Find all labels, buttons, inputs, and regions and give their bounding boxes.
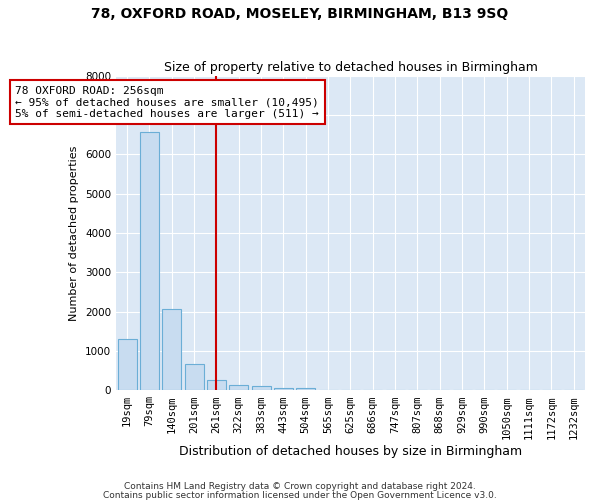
Title: Size of property relative to detached houses in Birmingham: Size of property relative to detached ho… [164, 62, 538, 74]
Bar [140, 132, 159, 390]
Bar [207, 380, 226, 390]
Y-axis label: Number of detached properties: Number of detached properties [70, 146, 79, 320]
Bar [274, 388, 293, 390]
Text: Contains HM Land Registry data © Crown copyright and database right 2024.: Contains HM Land Registry data © Crown c… [124, 482, 476, 491]
Bar [162, 308, 181, 390]
Bar [185, 364, 203, 390]
Bar [251, 386, 271, 390]
Text: 78, OXFORD ROAD, MOSELEY, BIRMINGHAM, B13 9SQ: 78, OXFORD ROAD, MOSELEY, BIRMINGHAM, B1… [91, 8, 509, 22]
Bar [229, 384, 248, 390]
Bar [296, 388, 315, 390]
Bar [118, 339, 137, 390]
Text: 78 OXFORD ROAD: 256sqm
← 95% of detached houses are smaller (10,495)
5% of semi-: 78 OXFORD ROAD: 256sqm ← 95% of detached… [16, 86, 319, 118]
Text: Contains public sector information licensed under the Open Government Licence v3: Contains public sector information licen… [103, 491, 497, 500]
X-axis label: Distribution of detached houses by size in Birmingham: Distribution of detached houses by size … [179, 444, 522, 458]
